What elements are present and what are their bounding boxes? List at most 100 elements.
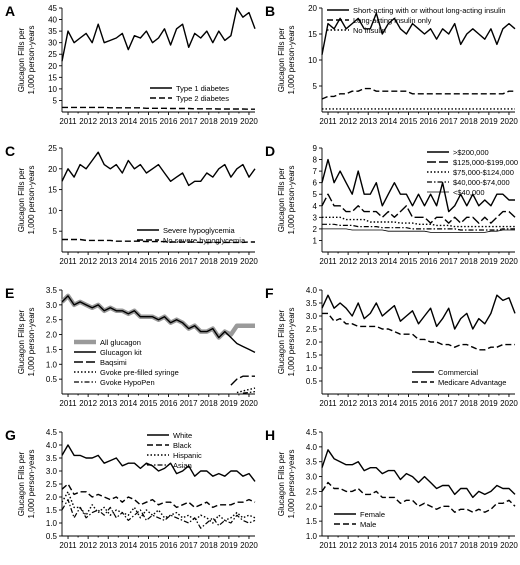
series-line bbox=[61, 295, 256, 354]
x-tick-label: 2019 bbox=[220, 399, 238, 408]
legend-label: Hispanic bbox=[173, 451, 202, 460]
x-tick-label: 2017 bbox=[180, 399, 198, 408]
x-tick-label: 2013 bbox=[99, 257, 117, 266]
y-tick-label: 7 bbox=[313, 167, 318, 176]
legend-label: Gvoke HypoPen bbox=[100, 378, 155, 387]
x-tick-label: 2019 bbox=[480, 541, 498, 550]
x-tick-label: 2013 bbox=[99, 541, 117, 550]
legend-label: All glucagon bbox=[100, 338, 141, 347]
y-axis-label: Glucagon Fills per1,000 person-years bbox=[277, 26, 296, 95]
x-tick-label: 2019 bbox=[220, 117, 238, 126]
x-tick-label: 2015 bbox=[140, 399, 158, 408]
x-tick-label: 2017 bbox=[180, 257, 198, 266]
y-tick-label: 4.5 bbox=[306, 428, 318, 437]
x-tick-label: 2011 bbox=[319, 117, 337, 126]
series-line bbox=[321, 87, 515, 100]
y-tick-label: 25 bbox=[48, 50, 57, 59]
y-tick-label: 3.0 bbox=[306, 312, 318, 321]
legend-label: Short-acting with or without long-acting… bbox=[353, 6, 506, 15]
y-tick-label: 35 bbox=[48, 27, 57, 36]
y-tick-label: 6 bbox=[313, 179, 318, 188]
y-tick-label: 3.5 bbox=[46, 454, 58, 463]
y-tick-label: 1.0 bbox=[306, 532, 318, 541]
x-tick-label: 2014 bbox=[379, 399, 397, 408]
x-tick-label: 2018 bbox=[200, 117, 218, 126]
series-line bbox=[322, 312, 515, 351]
legend-label: No severe hypoglycemia bbox=[163, 236, 246, 245]
x-tick-label: 2014 bbox=[119, 257, 137, 266]
y-tick-label: 4.0 bbox=[46, 441, 58, 450]
x-tick-label: 2019 bbox=[480, 399, 498, 408]
series-line bbox=[62, 106, 255, 110]
legend-label: Asian bbox=[173, 461, 192, 470]
y-tick-label: 40 bbox=[48, 16, 57, 25]
legend-label: Type 2 diabetes bbox=[176, 94, 229, 103]
x-tick-label: 2020 bbox=[240, 257, 258, 266]
x-tick-label: 2016 bbox=[420, 399, 438, 408]
legend-label: Severe hypoglycemia bbox=[163, 226, 236, 235]
y-tick-label: 1.5 bbox=[46, 506, 58, 515]
y-tick-label: 10 bbox=[48, 206, 57, 215]
y-axis-label: Glucagon Fills per1,000 person-years bbox=[17, 450, 36, 519]
x-tick-label: 2012 bbox=[79, 541, 97, 550]
y-tick-label: 20 bbox=[48, 165, 57, 174]
legend-label: Glucagon kit bbox=[100, 348, 143, 357]
y-tick-label: 10 bbox=[308, 56, 317, 65]
x-tick-label: 2014 bbox=[119, 117, 137, 126]
x-tick-label: 2013 bbox=[359, 541, 377, 550]
y-tick-label: 4 bbox=[313, 202, 318, 211]
x-tick-label: 2014 bbox=[379, 257, 397, 266]
legend-label: <$40,000 bbox=[453, 188, 485, 197]
x-tick-label: 2015 bbox=[140, 257, 158, 266]
series-line bbox=[61, 491, 256, 524]
y-tick-label: 2 bbox=[313, 225, 318, 234]
series-line bbox=[61, 499, 256, 529]
x-tick-label: 2012 bbox=[339, 257, 357, 266]
x-tick-label: 2011 bbox=[59, 117, 77, 126]
x-tick-label: 2013 bbox=[359, 257, 377, 266]
series-line bbox=[236, 387, 256, 394]
x-tick-label: 2019 bbox=[220, 541, 238, 550]
x-tick-label: 2014 bbox=[119, 399, 137, 408]
x-tick-label: 2011 bbox=[319, 541, 337, 550]
x-tick-label: 2020 bbox=[500, 399, 518, 408]
legend-label: Long-acting insulin only bbox=[353, 16, 432, 25]
series-line bbox=[61, 7, 256, 62]
x-tick-label: 2017 bbox=[180, 541, 198, 550]
x-tick-label: 2020 bbox=[500, 541, 518, 550]
y-tick-label: 3.5 bbox=[46, 286, 58, 295]
y-tick-label: 10 bbox=[48, 85, 57, 94]
x-tick-label: 2018 bbox=[460, 117, 478, 126]
x-tick-label: 2017 bbox=[440, 399, 458, 408]
legend-label: White bbox=[173, 431, 192, 440]
legend-label: >$200,000 bbox=[453, 148, 489, 157]
x-tick-label: 2016 bbox=[420, 541, 438, 550]
legend-label: $40,000-$74,000 bbox=[453, 178, 510, 187]
y-tick-label: 3.0 bbox=[46, 467, 58, 476]
legend-label: Baqsimi bbox=[100, 358, 127, 367]
x-tick-label: 2015 bbox=[140, 117, 158, 126]
x-tick-label: 2011 bbox=[59, 541, 77, 550]
series-line bbox=[61, 444, 256, 482]
y-tick-label: 4.5 bbox=[46, 428, 58, 437]
x-tick-label: 2018 bbox=[200, 257, 218, 266]
y-tick-label: 1.0 bbox=[46, 360, 58, 369]
series-line bbox=[60, 293, 255, 340]
panel-letter: B bbox=[265, 3, 275, 19]
y-tick-label: 1.5 bbox=[46, 345, 58, 354]
x-tick-label: 2012 bbox=[79, 399, 97, 408]
x-tick-label: 2018 bbox=[460, 257, 478, 266]
y-axis-label: Glucagon Fills per1,000 person-years bbox=[277, 450, 296, 519]
legend-label: Black bbox=[173, 441, 192, 450]
y-axis-label: Glucagon Fills per1,000 person-years bbox=[17, 166, 36, 235]
y-tick-label: 5 bbox=[53, 227, 58, 236]
x-tick-label: 2018 bbox=[460, 541, 478, 550]
x-tick-label: 2018 bbox=[460, 399, 478, 408]
y-tick-label: 2.0 bbox=[46, 493, 58, 502]
